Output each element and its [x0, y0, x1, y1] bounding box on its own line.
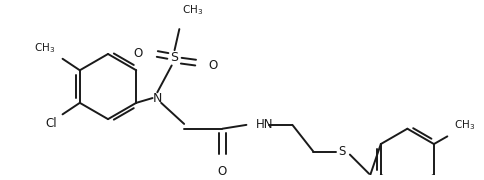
Text: S: S	[338, 145, 345, 158]
Text: HN: HN	[256, 118, 273, 131]
Text: S: S	[170, 51, 178, 64]
Text: CH$_3$: CH$_3$	[182, 3, 203, 17]
Text: O: O	[134, 48, 143, 60]
Text: CH$_3$: CH$_3$	[33, 41, 55, 55]
Text: O: O	[208, 59, 217, 72]
Text: CH$_3$: CH$_3$	[453, 118, 474, 132]
Text: O: O	[217, 165, 227, 178]
Text: Cl: Cl	[45, 117, 57, 130]
Text: N: N	[152, 92, 162, 105]
